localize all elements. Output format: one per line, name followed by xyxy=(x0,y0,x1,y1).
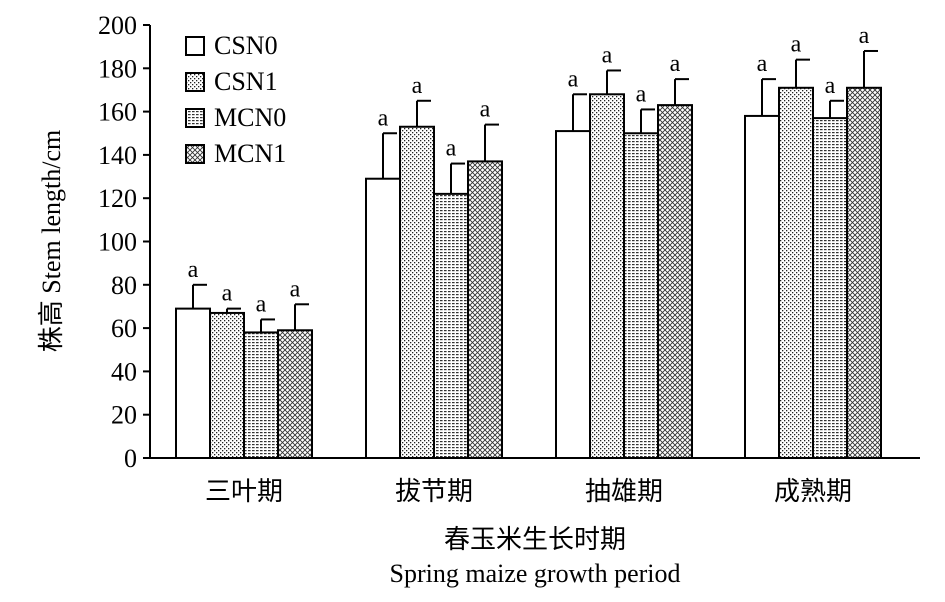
y-tick-label: 140 xyxy=(98,141,137,170)
significance-letter: a xyxy=(859,23,870,49)
bar xyxy=(399,125,435,459)
y-tick-label: 20 xyxy=(111,401,137,430)
y-axis-label: 株高 Stem length/cm xyxy=(37,130,66,352)
significance-letter: a xyxy=(412,73,423,99)
legend-label: CSN1 xyxy=(214,67,278,96)
y-tick-label: 80 xyxy=(111,271,137,300)
y-tick-label: 200 xyxy=(98,11,137,40)
y-tick-label: 60 xyxy=(111,314,137,343)
x-category-labels: 三叶期 拔节期 抽雄期 成熟期 xyxy=(205,477,852,506)
bar xyxy=(657,104,693,459)
significance-letter: a xyxy=(636,81,647,107)
x-category-label: 拔节期 xyxy=(395,477,473,506)
significance-letter: a xyxy=(378,105,389,131)
y-tick-label: 0 xyxy=(124,444,137,473)
y-tick-label: 120 xyxy=(98,184,137,213)
x-axis-label-cn: 春玉米生长时期 xyxy=(444,525,626,554)
legend-swatch xyxy=(185,36,205,56)
significance-letter: a xyxy=(757,51,768,77)
significance-letter: a xyxy=(188,257,199,283)
bar xyxy=(744,114,780,460)
significance-letter: a xyxy=(791,32,802,58)
x-category-label: 抽雄期 xyxy=(585,477,663,506)
bar xyxy=(209,311,245,459)
legend-label: MCN1 xyxy=(214,139,286,168)
y-tick-label: 100 xyxy=(98,228,137,257)
bar xyxy=(433,192,469,459)
bar xyxy=(243,331,279,459)
legend: CSN0 CSN1 MCN0 MCN1 xyxy=(185,31,286,168)
bar xyxy=(589,93,625,459)
x-category-label: 三叶期 xyxy=(205,477,283,506)
bar xyxy=(555,130,591,460)
bar xyxy=(623,132,659,459)
significance-letter: a xyxy=(446,136,457,162)
significance-letter: a xyxy=(222,281,233,307)
bar xyxy=(365,177,401,459)
significance-letter: a xyxy=(670,51,681,77)
bar xyxy=(175,307,211,459)
legend-label: MCN0 xyxy=(214,103,286,132)
legend-label: CSN0 xyxy=(214,31,278,60)
significance-letter: a xyxy=(256,291,267,317)
significance-letter: a xyxy=(568,66,579,92)
x-category-label: 成熟期 xyxy=(774,477,852,506)
y-tick-label: 180 xyxy=(98,54,137,83)
y-tick-label: 160 xyxy=(98,98,137,127)
significance-letter: a xyxy=(290,276,301,302)
bar xyxy=(812,117,848,459)
x-axis-label-en: Spring maize growth period xyxy=(390,559,681,588)
y-tick-label: 40 xyxy=(111,357,137,386)
legend-swatch xyxy=(185,144,205,164)
significance-letter: a xyxy=(602,42,613,68)
bar xyxy=(277,329,313,460)
bar xyxy=(846,86,882,459)
y-ticks: 0 20 40 60 80 100 120 140 160 180 200 xyxy=(98,11,150,473)
bar xyxy=(778,86,814,459)
legend-swatch xyxy=(185,72,205,92)
significance-letter: a xyxy=(480,97,491,123)
legend-swatch xyxy=(185,108,205,128)
significance-letter: a xyxy=(825,73,836,99)
bar xyxy=(467,160,503,460)
